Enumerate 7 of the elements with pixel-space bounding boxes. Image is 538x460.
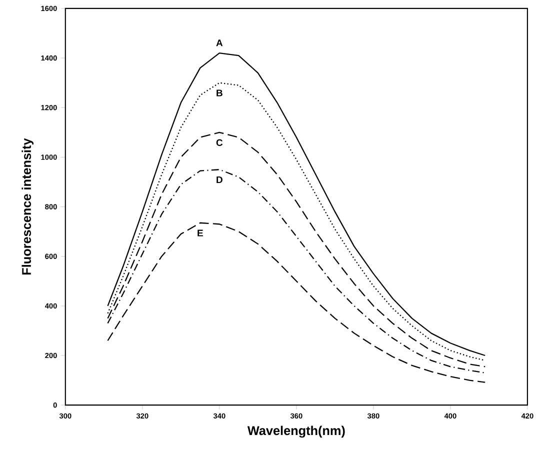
- series-label: D: [216, 176, 222, 184]
- series-label: A: [216, 40, 223, 46]
- series-label: B: [216, 90, 222, 96]
- series-label: E: [198, 230, 203, 236]
- series-label: C: [216, 139, 223, 146]
- x-axis-title: Wavelength(nm): [247, 426, 345, 438]
- y-axis-title: Fluorescence intensity: [22, 138, 34, 275]
